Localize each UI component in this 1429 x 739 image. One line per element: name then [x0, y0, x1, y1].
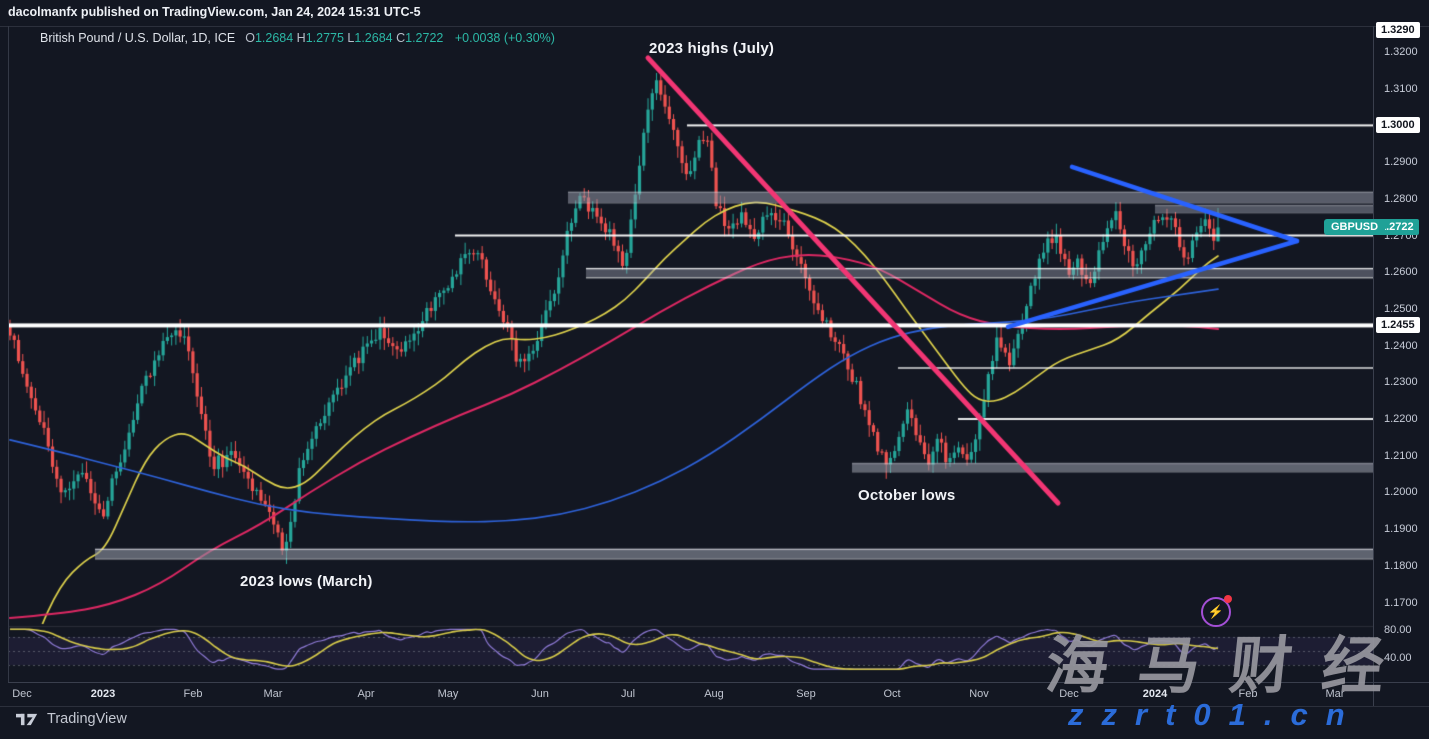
time-axis-label: May — [437, 688, 459, 700]
time-axis-border — [8, 682, 1429, 683]
price-badge-1.3290: 1.3290 — [1376, 22, 1420, 38]
price-badge-1.2455: 1.2455 — [1376, 317, 1420, 334]
time-axis-label: 2023 — [90, 688, 116, 700]
price-axis-label: 1.2600 — [1384, 266, 1418, 279]
price-badge-1.2722: 1.2722 — [1375, 219, 1419, 236]
tradingview-logo-icon — [16, 713, 38, 725]
lightning-icon: ⚡ — [1207, 604, 1225, 619]
tradingview-logo[interactable]: TradingView — [16, 711, 127, 727]
price-badge-1.3000: 1.3000 — [1376, 117, 1420, 134]
price-axis-label: 1.2900 — [1384, 156, 1418, 169]
annotation-2023-highs: 2023 highs (July) — [649, 40, 775, 57]
tradingview-logo-text: TradingView — [47, 711, 127, 727]
ohlc-value: 1.2684 — [354, 31, 397, 45]
price-chart-canvas[interactable] — [8, 26, 1374, 682]
price-axis-label: 1.2400 — [1384, 339, 1418, 352]
symbol-title: British Pound / U.S. Dollar, 1D, ICE — [40, 31, 236, 45]
price-axis-label: 1.2000 — [1384, 486, 1418, 499]
oscillator-axis-label: 80.00 — [1384, 624, 1412, 636]
price-axis-label: 1.2800 — [1384, 192, 1418, 205]
ohlc-value: 1.2684 — [254, 31, 297, 45]
time-axis-label: Apr — [357, 688, 375, 700]
flash-boost-icon: ⚡ — [1201, 595, 1232, 627]
ohlc-label: H — [296, 31, 306, 45]
price-axis-border — [1373, 26, 1374, 706]
watermark-cjk: 海马财经 — [1042, 632, 1418, 701]
notification-dot — [1224, 595, 1232, 603]
symbol-legend[interactable]: British Pound / U.S. Dollar, 1D, ICE O1.2… — [40, 31, 555, 45]
watermark-url: zzrt01.cn — [1068, 697, 1363, 732]
ohlc-label: C — [396, 31, 406, 45]
time-axis-label: Jul — [620, 688, 636, 700]
price-axis-label: 1.1700 — [1384, 596, 1418, 609]
time-axis-label: Dec — [1059, 688, 1079, 700]
price-axis-label: 1.1900 — [1384, 523, 1418, 536]
time-axis-label: Jun — [531, 688, 549, 700]
oscillator-axis-label: 40.00 — [1384, 652, 1412, 664]
time-axis-label: Mar — [1325, 688, 1345, 700]
publish-info-bar: dacolmanfx published on TradingView.com,… — [0, 0, 1429, 26]
annotation-2023-lows: 2023 lows (March) — [240, 573, 373, 590]
time-axis-label: Sep — [796, 688, 816, 700]
time-axis-label: Dec — [12, 688, 32, 700]
ohlc-value: 1.2722 — [405, 31, 447, 45]
price-axis-label: 1.3100 — [1384, 82, 1418, 95]
chart-frame-left — [8, 26, 9, 682]
ohlc-label: O — [245, 31, 255, 45]
time-axis-label: Feb — [183, 688, 203, 700]
ohlc-values: O1.2684 H1.2775 L1.2684 C1.2722 — [245, 31, 447, 45]
change-value: +0.0038 (+0.30%) — [454, 31, 555, 45]
price-axis-label: 1.2500 — [1384, 302, 1418, 315]
time-axis-label: Nov — [969, 688, 989, 700]
price-axis-label: 1.2100 — [1384, 449, 1418, 462]
footer-border — [0, 706, 1429, 707]
annotation-october-lows: October lows — [858, 487, 956, 504]
time-axis-label: 2024 — [1142, 688, 1168, 700]
price-axis-label: 1.2300 — [1384, 376, 1418, 389]
ohlc-label: L — [347, 31, 355, 45]
time-axis[interactable]: Dec 2023 Feb Mar Apr May Jun Jul Aug Sep Oct Nov Dec… — [8, 682, 1373, 706]
time-axis-label: Feb — [1238, 688, 1258, 700]
price-axis[interactable]: 1.3200 1.3100 1.2900 1.2800 1.2700 1.2600 1.25… — [1374, 0, 1429, 739]
ohlc-value: 1.2775 — [305, 31, 348, 45]
publisher-line: dacolmanfx published on TradingView.com,… — [8, 5, 421, 19]
symbol-tag-badge: GBPUSD — [1324, 219, 1386, 236]
time-axis-label: Mar — [263, 688, 283, 700]
price-axis-label: 1.1800 — [1384, 559, 1418, 572]
price-axis-label: 1.3200 — [1384, 46, 1418, 58]
time-axis-label: Aug — [704, 688, 724, 700]
price-axis-label: 1.2200 — [1384, 413, 1418, 425]
time-axis-label: Oct — [883, 688, 901, 700]
